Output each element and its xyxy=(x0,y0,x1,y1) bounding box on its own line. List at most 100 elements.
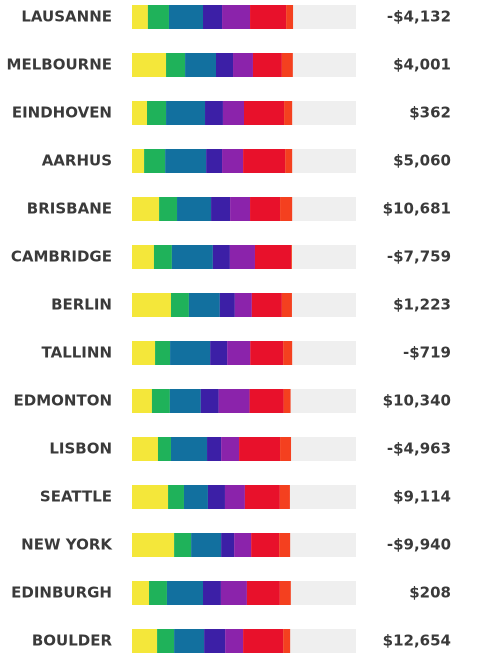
bar-segment xyxy=(168,5,204,29)
bar-segment xyxy=(251,533,280,557)
bar-segment xyxy=(132,389,152,413)
city-label: SEATTLE xyxy=(40,488,112,506)
city-label: BRISBANE xyxy=(27,200,112,218)
bar-segment xyxy=(132,437,158,461)
bar-segment xyxy=(147,5,169,29)
bar-segment xyxy=(132,149,145,173)
amount-label: $5,060 xyxy=(393,152,451,170)
bar-segment xyxy=(132,245,154,269)
bar-segment xyxy=(174,629,205,653)
amount-label: -$719 xyxy=(403,344,451,362)
bar-segment xyxy=(250,5,287,29)
bar-segment xyxy=(165,149,207,173)
bar-segment xyxy=(151,389,170,413)
bar-segment xyxy=(216,53,234,77)
bar-segment xyxy=(222,101,244,125)
bar-segment xyxy=(281,53,293,77)
bar-segment xyxy=(229,245,255,269)
amount-label: -$4,132 xyxy=(387,8,451,26)
bar-segment xyxy=(183,485,208,509)
bar-segment xyxy=(153,245,172,269)
bar-segment xyxy=(233,53,253,77)
bar-segment xyxy=(132,533,175,557)
bar-segment xyxy=(234,293,252,317)
bar-segment xyxy=(221,533,235,557)
amount-label: $10,340 xyxy=(383,392,451,410)
bar-segment xyxy=(281,293,292,317)
bar-segment xyxy=(212,245,230,269)
amount-label: $362 xyxy=(409,104,451,122)
bar-segment xyxy=(159,197,178,221)
bar-segment xyxy=(204,629,226,653)
bar-segment xyxy=(170,341,211,365)
bar-segment xyxy=(222,149,244,173)
bar-segment xyxy=(254,245,292,269)
bar-segment xyxy=(218,389,250,413)
bar-segment xyxy=(205,101,223,125)
bar-segment xyxy=(132,101,148,125)
city-label: EINDHOVEN xyxy=(12,104,112,122)
city-label: EDMONTON xyxy=(14,392,112,410)
city-label: LAUSANNE xyxy=(21,8,112,26)
bar-segment xyxy=(171,245,213,269)
bar-segment xyxy=(211,197,231,221)
bar-segment xyxy=(206,149,223,173)
bar-segment xyxy=(177,197,212,221)
bar-segment xyxy=(219,293,235,317)
city-label: NEW YORK xyxy=(21,536,113,554)
bar-segment xyxy=(227,341,251,365)
bar-segment xyxy=(191,533,222,557)
bar-segment xyxy=(285,149,293,173)
bar-segment xyxy=(200,389,219,413)
amount-label: $9,114 xyxy=(393,488,451,506)
amount-label: $4,001 xyxy=(393,56,451,74)
bar-segment xyxy=(283,341,293,365)
bar-segment xyxy=(166,581,204,605)
bar-segment xyxy=(250,197,281,221)
bar-segment xyxy=(286,5,294,29)
bar-segment xyxy=(220,581,247,605)
bar-segment xyxy=(243,149,286,173)
bar-segment xyxy=(170,293,189,317)
bar-segment xyxy=(132,629,158,653)
bar-segment xyxy=(280,197,293,221)
bar-segment xyxy=(185,53,216,77)
bar-segment xyxy=(243,629,284,653)
bar-segment xyxy=(132,197,160,221)
bar-segment xyxy=(244,101,285,125)
bar-segment xyxy=(210,341,228,365)
bar-segment xyxy=(132,341,156,365)
bar-segment xyxy=(249,389,284,413)
bar-segment xyxy=(221,437,240,461)
bar-segment xyxy=(174,533,192,557)
bar-segment xyxy=(283,389,291,413)
bar-segment xyxy=(279,485,290,509)
bar-segment xyxy=(157,629,175,653)
bar-segment xyxy=(168,485,184,509)
city-label: BOULDER xyxy=(32,632,113,650)
bar-segment xyxy=(149,581,167,605)
bar-segment xyxy=(132,5,148,29)
city-label: MELBOURNE xyxy=(7,56,112,74)
bar-segment xyxy=(252,53,282,77)
bar-segment xyxy=(132,581,150,605)
bar-segment xyxy=(279,533,291,557)
amount-label: $208 xyxy=(409,584,451,602)
bar-segment xyxy=(246,581,280,605)
city-label: BERLIN xyxy=(51,296,112,314)
amount-label: -$9,940 xyxy=(387,536,451,554)
bar-segment xyxy=(132,53,167,77)
city-label: EDINBURGH xyxy=(11,584,112,602)
bar-segment xyxy=(169,389,201,413)
amount-label: -$7,759 xyxy=(387,248,451,266)
bar-segment xyxy=(155,341,171,365)
bar-segment xyxy=(132,293,171,317)
city-label: CAMBRIDGE xyxy=(11,248,112,266)
bar-segment xyxy=(166,101,206,125)
bar-segment xyxy=(207,485,225,509)
bar-segment xyxy=(170,437,208,461)
bar-segment xyxy=(291,245,292,269)
bar-segment xyxy=(251,293,282,317)
